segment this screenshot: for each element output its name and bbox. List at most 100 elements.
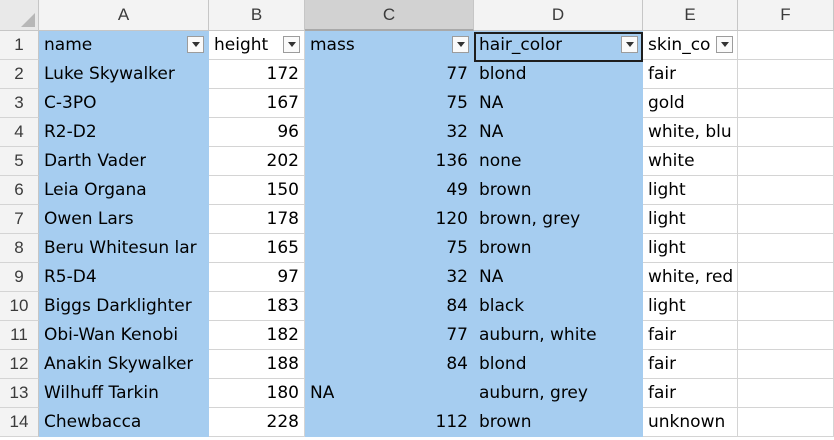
filter-dropdown-icon[interactable] — [716, 36, 733, 53]
row-header[interactable]: 4 — [0, 118, 39, 147]
cell-mass[interactable]: 136 — [305, 147, 474, 176]
row-header[interactable]: 13 — [0, 379, 39, 408]
cell-mass[interactable]: 32 — [305, 118, 474, 147]
cell-height[interactable]: 202 — [209, 147, 305, 176]
header-cell-mass[interactable]: mass — [305, 31, 474, 60]
empty-cell[interactable] — [738, 176, 834, 205]
cell-name[interactable]: Wilhuff Tarkin — [39, 379, 209, 408]
cell-height[interactable]: 228 — [209, 408, 305, 437]
cell-name[interactable]: Leia Organa — [39, 176, 209, 205]
cell-hair_color[interactable]: blond — [474, 350, 643, 379]
cell-height[interactable]: 183 — [209, 292, 305, 321]
cell-name[interactable]: C-3PO — [39, 89, 209, 118]
cell-name[interactable]: Luke Skywalker — [39, 60, 209, 89]
column-header-b[interactable]: B — [209, 0, 305, 31]
row-header[interactable]: 1 — [0, 31, 39, 60]
cell-hair_color[interactable]: NA — [474, 118, 643, 147]
cell-name[interactable]: Beru Whitesun lar — [39, 234, 209, 263]
empty-cell[interactable] — [738, 321, 834, 350]
empty-cell[interactable] — [738, 118, 834, 147]
empty-cell[interactable] — [738, 234, 834, 263]
column-header-d[interactable]: D — [474, 0, 643, 31]
cell-mass[interactable]: 120 — [305, 205, 474, 234]
cell-hair_color[interactable]: NA — [474, 89, 643, 118]
cell-hair_color[interactable]: black — [474, 292, 643, 321]
empty-cell[interactable] — [738, 147, 834, 176]
cell-hair_color[interactable]: none — [474, 147, 643, 176]
header-cell-name[interactable]: name — [39, 31, 209, 60]
select-all-button[interactable] — [0, 0, 39, 31]
cell-name[interactable]: Biggs Darklighter — [39, 292, 209, 321]
empty-cell[interactable] — [738, 379, 834, 408]
cell-name[interactable]: Owen Lars — [39, 205, 209, 234]
cell-skin_color[interactable]: fair — [643, 60, 738, 89]
cell-skin_color[interactable]: fair — [643, 350, 738, 379]
cell-name[interactable]: R5-D4 — [39, 263, 209, 292]
cell-mass[interactable]: NA — [305, 379, 474, 408]
cell-name[interactable]: Obi-Wan Kenobi — [39, 321, 209, 350]
cell-height[interactable]: 96 — [209, 118, 305, 147]
cell-hair_color[interactable]: brown — [474, 176, 643, 205]
header-cell-skin_color[interactable]: skin_co — [643, 31, 738, 60]
header-cell-hair_color[interactable]: hair_color — [474, 31, 643, 60]
column-header-c[interactable]: C — [305, 0, 474, 31]
cell-skin_color[interactable]: fair — [643, 379, 738, 408]
cell-hair_color[interactable]: brown — [474, 408, 643, 437]
column-header-a[interactable]: A — [39, 0, 209, 31]
cell-height[interactable]: 165 — [209, 234, 305, 263]
empty-cell[interactable] — [738, 350, 834, 379]
cell-hair_color[interactable]: brown, grey — [474, 205, 643, 234]
cell-height[interactable]: 167 — [209, 89, 305, 118]
cell-height[interactable]: 97 — [209, 263, 305, 292]
row-header[interactable]: 9 — [0, 263, 39, 292]
cell-mass[interactable]: 75 — [305, 89, 474, 118]
cell-skin_color[interactable]: fair — [643, 321, 738, 350]
empty-cell[interactable] — [738, 408, 834, 437]
cell-hair_color[interactable]: auburn, grey — [474, 379, 643, 408]
cell-hair_color[interactable]: brown — [474, 234, 643, 263]
empty-cell[interactable] — [738, 31, 834, 60]
cell-skin_color[interactable]: gold — [643, 89, 738, 118]
cell-height[interactable]: 178 — [209, 205, 305, 234]
cell-skin_color[interactable]: white — [643, 147, 738, 176]
column-header-f[interactable]: F — [738, 0, 834, 31]
cell-height[interactable]: 182 — [209, 321, 305, 350]
cell-height[interactable]: 172 — [209, 60, 305, 89]
cell-skin_color[interactable]: light — [643, 292, 738, 321]
row-header[interactable]: 5 — [0, 147, 39, 176]
cell-hair_color[interactable]: blond — [474, 60, 643, 89]
column-header-e[interactable]: E — [643, 0, 738, 31]
cell-name[interactable]: Chewbacca — [39, 408, 209, 437]
cell-skin_color[interactable]: unknown — [643, 408, 738, 437]
empty-cell[interactable] — [738, 205, 834, 234]
cell-mass[interactable]: 77 — [305, 60, 474, 89]
row-header[interactable]: 14 — [0, 408, 39, 437]
cell-mass[interactable]: 84 — [305, 350, 474, 379]
cell-height[interactable]: 150 — [209, 176, 305, 205]
cell-skin_color[interactable]: light — [643, 205, 738, 234]
cell-name[interactable]: Anakin Skywalker — [39, 350, 209, 379]
row-header[interactable]: 11 — [0, 321, 39, 350]
row-header[interactable]: 10 — [0, 292, 39, 321]
cell-mass[interactable]: 84 — [305, 292, 474, 321]
header-cell-height[interactable]: height — [209, 31, 305, 60]
filter-dropdown-icon[interactable] — [283, 36, 300, 53]
cell-height[interactable]: 180 — [209, 379, 305, 408]
filter-dropdown-icon[interactable] — [187, 36, 204, 53]
filter-dropdown-icon[interactable] — [621, 36, 638, 53]
cell-mass[interactable]: 77 — [305, 321, 474, 350]
row-header[interactable]: 8 — [0, 234, 39, 263]
cell-hair_color[interactable]: auburn, white — [474, 321, 643, 350]
cell-name[interactable]: R2-D2 — [39, 118, 209, 147]
empty-cell[interactable] — [738, 292, 834, 321]
cell-skin_color[interactable]: white, red — [643, 263, 738, 292]
empty-cell[interactable] — [738, 263, 834, 292]
cell-skin_color[interactable]: light — [643, 176, 738, 205]
empty-cell[interactable] — [738, 89, 834, 118]
cell-height[interactable]: 188 — [209, 350, 305, 379]
row-header[interactable]: 3 — [0, 89, 39, 118]
row-header[interactable]: 2 — [0, 60, 39, 89]
cell-skin_color[interactable]: light — [643, 234, 738, 263]
cell-mass[interactable]: 112 — [305, 408, 474, 437]
cell-mass[interactable]: 32 — [305, 263, 474, 292]
